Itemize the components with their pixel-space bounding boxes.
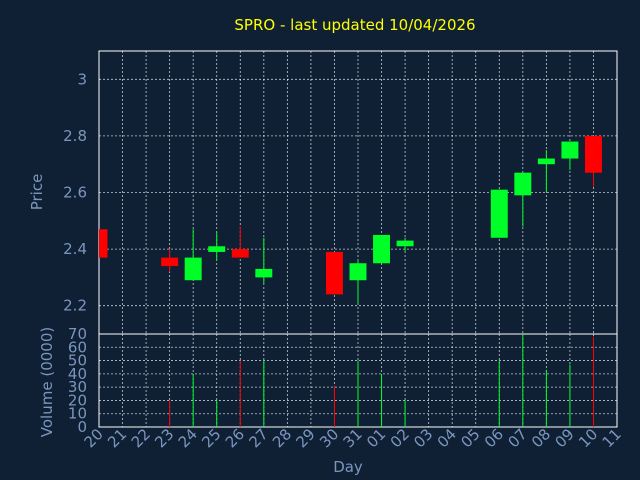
x-tick-label: 09	[552, 425, 578, 451]
candle-body	[161, 257, 179, 267]
x-tick-label: 25	[198, 425, 224, 451]
x-tick-label: 05	[457, 425, 483, 451]
x-tick-label: 07	[504, 425, 530, 451]
x-tick-label: 01	[363, 425, 389, 451]
volume-tick-label: 40	[68, 365, 87, 383]
candle-body	[396, 240, 414, 247]
candle-body	[561, 141, 579, 159]
x-tick-label: 10	[575, 425, 601, 451]
x-tick-label: 06	[481, 425, 507, 451]
volume-tick-label: 0	[77, 418, 87, 436]
candle-body	[184, 257, 202, 281]
x-tick-label: 30	[316, 425, 342, 451]
volume-tick-label: 30	[68, 378, 87, 396]
price-tick-label: 2.4	[63, 240, 87, 258]
candle-body	[208, 246, 226, 252]
volume-tick-label: 10	[68, 405, 87, 423]
volume-tick-label: 20	[68, 391, 87, 409]
candles	[99, 135, 602, 303]
candle-body	[349, 263, 367, 281]
x-tick-label: 21	[104, 425, 130, 451]
price-tick-label: 2.6	[63, 184, 87, 202]
x-tick-label: 23	[151, 425, 177, 451]
candle-body	[231, 249, 249, 258]
candle-body	[514, 172, 532, 196]
candle-body	[490, 189, 508, 238]
volume-tick-label: 70	[68, 325, 87, 343]
volume-tick-label: 60	[68, 338, 87, 356]
x-tick-label: 24	[175, 425, 201, 451]
volume-axis-label: Volume (0000)	[38, 327, 56, 437]
x-tick-label: 29	[293, 425, 319, 451]
x-tick-label: 26	[222, 425, 248, 451]
x-tick-label: 22	[128, 425, 154, 451]
candle-body	[537, 158, 555, 165]
x-tick-label: 27	[245, 425, 271, 451]
candle-body	[584, 135, 602, 173]
price-tick-label: 3	[77, 70, 87, 88]
x-axis: 2021222324252627282930310102030405060708…	[81, 425, 625, 451]
price-panel: 2.2 2.4 2.6 2.8 3	[63, 50, 618, 335]
x-tick-label: 28	[269, 425, 295, 451]
price-tick-label: 2.8	[63, 127, 87, 145]
volume-tick-label: 50	[68, 352, 87, 370]
candle-body	[325, 251, 343, 295]
x-tick-label: 11	[599, 425, 625, 451]
price-axis-label: Price	[28, 174, 46, 211]
x-tick-label: 08	[528, 425, 554, 451]
price-tick-label: 2.2	[63, 297, 87, 315]
candle-body	[373, 234, 391, 264]
x-tick-label: 04	[434, 425, 460, 451]
x-axis-label: Day	[333, 458, 363, 476]
candle-body	[99, 229, 108, 258]
x-tick-label: 02	[387, 425, 413, 451]
x-tick-label: 31	[340, 425, 366, 451]
x-tick-label: 03	[410, 425, 436, 451]
chart-title: SPRO - last updated 10/04/2026	[234, 16, 475, 34]
candle-body	[255, 268, 273, 278]
